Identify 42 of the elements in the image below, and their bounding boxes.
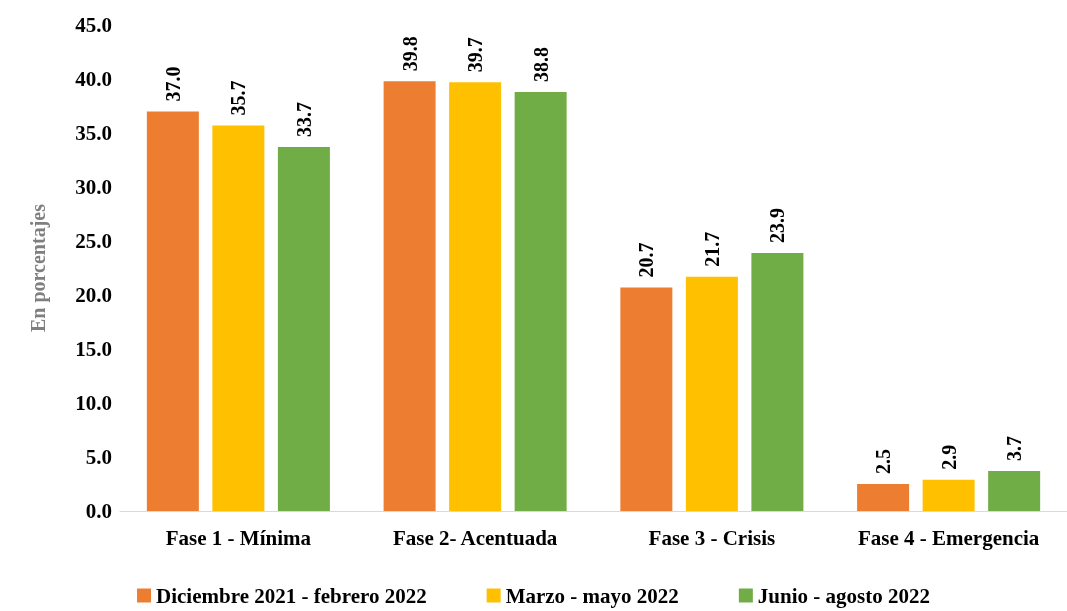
data-label: 2.9 xyxy=(937,444,960,470)
bar xyxy=(988,471,1041,511)
bar xyxy=(620,287,673,511)
bar xyxy=(212,125,265,511)
bar xyxy=(751,252,804,511)
y-tick-label: 25.0 xyxy=(75,229,112,253)
data-label: 2.5 xyxy=(872,449,895,474)
x-tick-label: Fase 1 - Mínima xyxy=(165,525,312,550)
x-tick-label: Fase 4 - Emergencia xyxy=(857,525,1040,550)
y-tick-label: 15.0 xyxy=(75,337,112,361)
y-tick-label: 0.0 xyxy=(85,499,112,523)
legend-label: Marzo - mayo 2022 xyxy=(505,583,679,608)
data-label: 35.7 xyxy=(227,80,250,116)
legend-label: Diciembre 2021 - febrero 2022 xyxy=(156,583,427,608)
data-label: 33.7 xyxy=(292,102,315,138)
y-axis-title: En porcentajes xyxy=(27,203,50,332)
y-tick-label: 45.0 xyxy=(75,13,112,37)
bar xyxy=(146,111,199,511)
x-tick-label: Fase 3 - Crisis xyxy=(648,525,776,550)
y-tick-label: 10.0 xyxy=(75,391,112,415)
data-label: 20.7 xyxy=(635,242,658,278)
data-label: 39.7 xyxy=(464,37,487,73)
data-label: 38.8 xyxy=(529,46,552,82)
bar xyxy=(383,81,436,511)
bar xyxy=(685,276,738,511)
data-label: 23.9 xyxy=(766,207,789,243)
y-tick-label: 20.0 xyxy=(75,283,112,307)
bar xyxy=(449,82,502,511)
bar xyxy=(514,91,567,511)
y-tick-label: 5.0 xyxy=(85,445,112,469)
y-tick-label: 40.0 xyxy=(75,67,112,91)
legend-label: Junio - agosto 2022 xyxy=(757,583,930,608)
y-tick-label: 30.0 xyxy=(75,175,112,199)
data-label: 3.7 xyxy=(1003,436,1026,462)
y-tick-label: 35.0 xyxy=(75,121,112,145)
bar xyxy=(922,479,975,511)
data-label: 37.0 xyxy=(161,66,184,102)
data-label: 21.7 xyxy=(700,231,723,267)
bar xyxy=(277,147,330,511)
bar xyxy=(857,484,910,511)
data-label: 39.8 xyxy=(398,36,421,72)
x-tick-label: Fase 2- Acentuada xyxy=(392,525,558,550)
